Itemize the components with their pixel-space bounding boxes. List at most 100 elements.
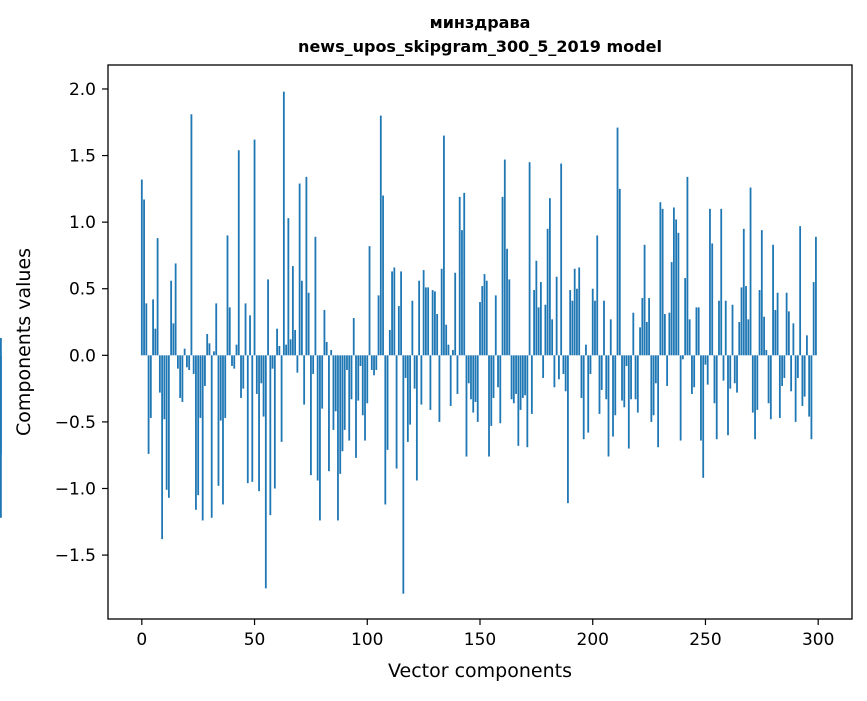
bar xyxy=(397,306,400,356)
bar xyxy=(156,238,159,356)
bar xyxy=(312,355,315,374)
bar xyxy=(321,355,324,409)
bar xyxy=(438,355,441,422)
bar xyxy=(190,114,193,356)
bar xyxy=(623,355,626,408)
bar xyxy=(481,286,484,356)
bar xyxy=(686,176,689,356)
bar xyxy=(434,291,436,356)
y-tick-label: −1.0 xyxy=(55,479,96,499)
bar xyxy=(530,355,533,414)
bar xyxy=(666,355,669,386)
bar xyxy=(246,355,249,484)
bar xyxy=(650,355,653,422)
bar xyxy=(803,355,806,397)
chart-title-line-2: news_upos_skipgram_300_5_2019 model xyxy=(298,37,662,56)
bar xyxy=(165,355,168,490)
bar xyxy=(695,307,698,356)
bar xyxy=(661,208,664,356)
bar xyxy=(282,91,285,356)
bar xyxy=(652,355,655,416)
bar xyxy=(785,292,788,356)
bar xyxy=(422,270,425,356)
bar xyxy=(684,278,687,356)
bar xyxy=(249,315,251,356)
bar xyxy=(429,355,432,410)
bar xyxy=(305,176,308,356)
bar xyxy=(483,274,486,356)
bar xyxy=(346,355,348,370)
bar xyxy=(192,355,195,374)
bar xyxy=(519,355,522,410)
bar xyxy=(253,139,256,356)
bar xyxy=(228,307,231,356)
bar xyxy=(799,226,802,356)
bar xyxy=(463,192,466,356)
bar xyxy=(361,355,364,416)
bar xyxy=(465,355,468,457)
bar xyxy=(352,318,355,356)
bar xyxy=(808,355,811,417)
bar xyxy=(600,355,603,390)
bar xyxy=(461,230,463,356)
bar xyxy=(729,355,732,389)
bar xyxy=(472,355,475,413)
bar xyxy=(206,334,209,356)
bar xyxy=(492,355,495,398)
bar xyxy=(571,300,574,356)
y-tick-label: −0.5 xyxy=(55,413,96,433)
bar xyxy=(539,282,542,356)
bar xyxy=(341,355,344,452)
bar xyxy=(231,355,233,366)
bar xyxy=(790,355,793,392)
bar xyxy=(569,290,572,356)
bar xyxy=(494,295,497,356)
bar xyxy=(499,355,502,424)
bar xyxy=(262,355,265,417)
bar xyxy=(812,282,815,356)
bar xyxy=(368,246,371,356)
bar xyxy=(691,355,693,394)
bar xyxy=(452,349,454,356)
bar xyxy=(558,355,560,380)
chart-title: минздрава news_upos_skipgram_300_5_2019 … xyxy=(298,13,662,56)
bar xyxy=(641,298,644,356)
bar xyxy=(255,355,258,394)
bar xyxy=(201,355,204,521)
bar xyxy=(621,355,623,401)
bar xyxy=(670,262,673,356)
bar xyxy=(677,232,680,356)
bar xyxy=(657,355,660,448)
bar xyxy=(244,303,247,356)
bar xyxy=(733,355,736,384)
bar xyxy=(278,346,281,356)
bar xyxy=(476,355,479,422)
x-tick-label: 200 xyxy=(577,630,609,650)
bar xyxy=(607,355,610,457)
bar xyxy=(727,355,729,436)
bar xyxy=(339,355,342,474)
bar xyxy=(612,355,614,437)
bar xyxy=(659,202,662,356)
bar xyxy=(567,355,569,504)
bar xyxy=(436,314,439,356)
bar xyxy=(404,355,407,378)
bar xyxy=(724,300,727,356)
bar xyxy=(170,280,173,356)
bar xyxy=(688,319,691,356)
bar xyxy=(445,324,448,356)
x-tick-label: 50 xyxy=(244,630,266,650)
bar xyxy=(715,355,718,440)
bar xyxy=(742,228,745,356)
bar xyxy=(598,355,601,414)
x-axis-ticks: 0 50 100 150 200 250 300 xyxy=(136,619,834,650)
bar xyxy=(285,344,288,356)
bar xyxy=(424,287,427,356)
bar xyxy=(152,299,154,356)
bar xyxy=(294,330,297,356)
bar xyxy=(639,327,641,356)
bar xyxy=(195,355,197,510)
bar xyxy=(415,355,418,481)
bar xyxy=(722,355,725,381)
bar xyxy=(440,268,443,356)
